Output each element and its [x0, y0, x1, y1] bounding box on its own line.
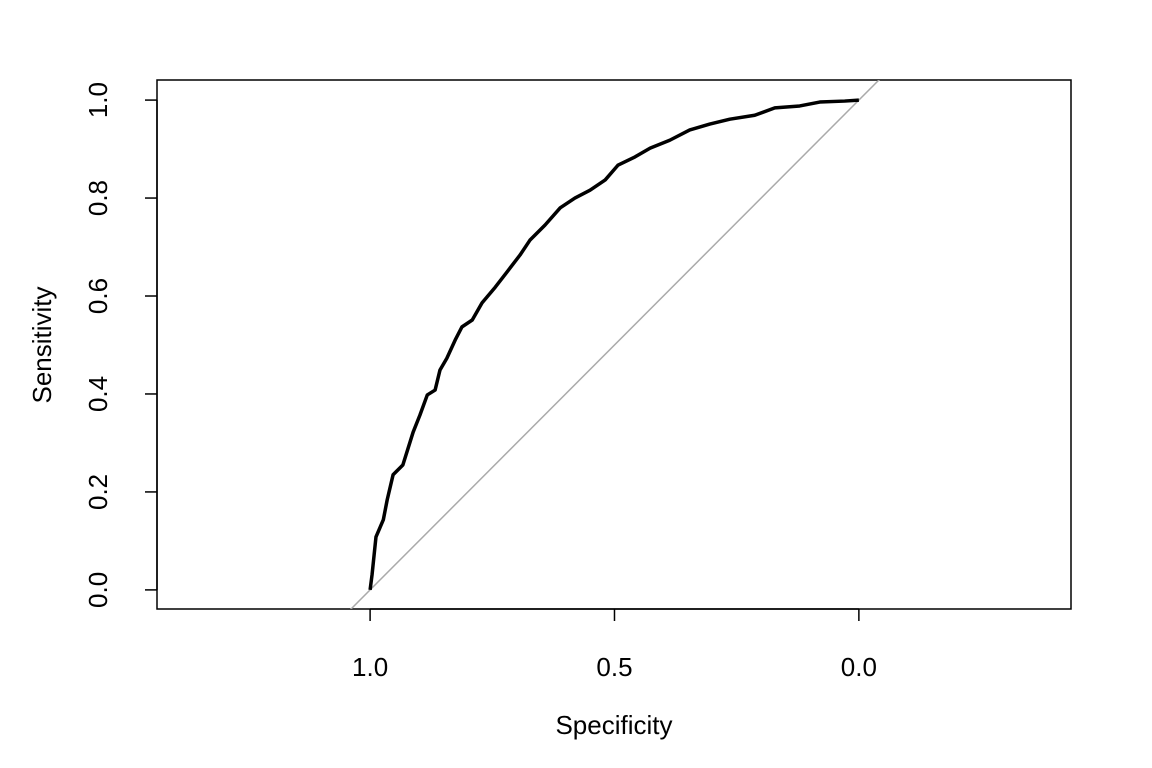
x-tick-label: 1.0: [352, 652, 388, 682]
y-tick-label: 0.4: [83, 376, 113, 412]
x-tick-label: 0.5: [596, 652, 632, 682]
y-tick-label: 0.2: [83, 474, 113, 510]
y-tick-label: 0.8: [83, 180, 113, 216]
reference-diagonal: [349, 80, 880, 609]
x-tick-label: 0.0: [841, 652, 877, 682]
x-axis-label: Specificity: [555, 710, 672, 740]
roc-curve: [368, 98, 859, 591]
y-tick-label: 1.0: [83, 82, 113, 118]
y-tick-label: 0.0: [83, 572, 113, 608]
y-axis-label: Sensitivity: [27, 286, 57, 403]
y-tick-label: 0.6: [83, 278, 113, 314]
